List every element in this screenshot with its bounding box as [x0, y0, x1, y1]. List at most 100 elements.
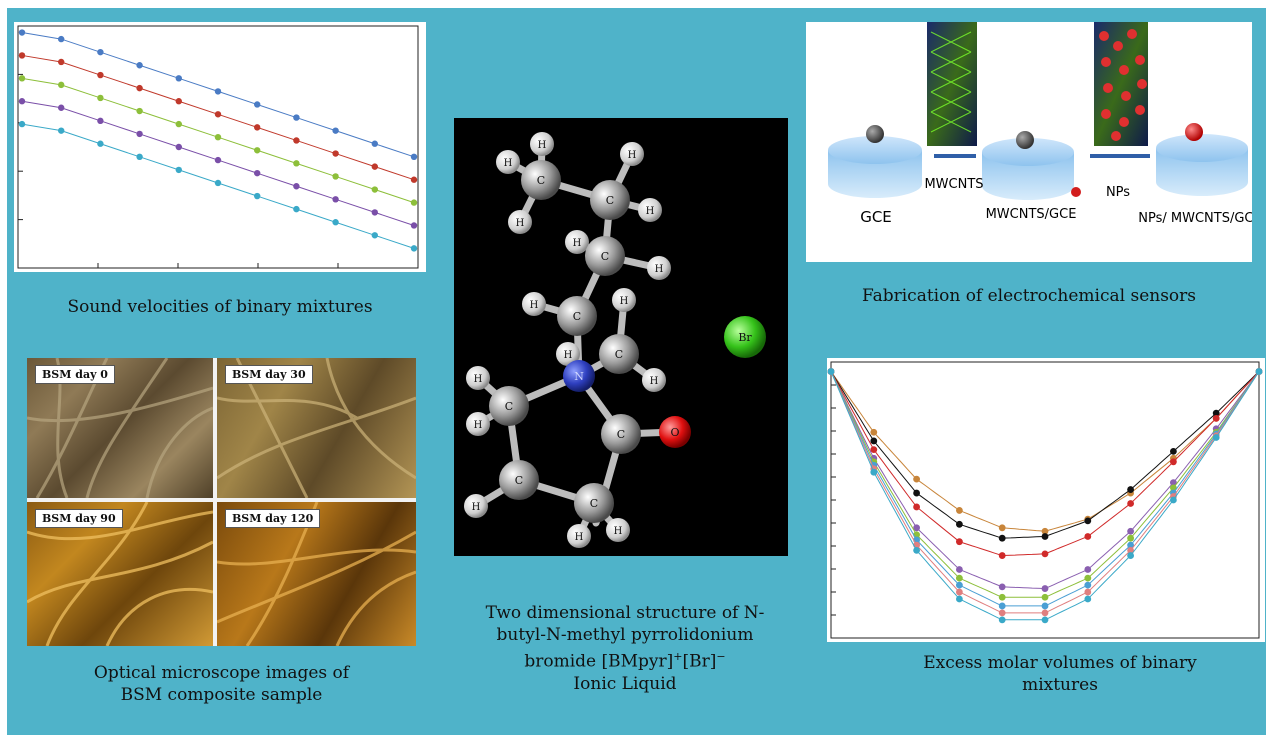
chart2-series-line	[830, 371, 1260, 607]
chart2-point	[998, 616, 1006, 624]
caption-structure-sup2: −	[716, 650, 726, 663]
chart1-point	[254, 169, 261, 177]
atom-hydrogen: H	[530, 132, 554, 156]
chart2-point	[998, 602, 1006, 610]
chart2-point	[998, 534, 1006, 542]
chart1-point	[175, 120, 182, 128]
atom-label: H	[650, 376, 659, 387]
atom-carbon: C	[601, 414, 641, 454]
chart1-point	[410, 153, 418, 161]
sound-velocity-chart-panel	[14, 22, 426, 272]
chart1-point	[18, 29, 26, 36]
atom-hydrogen: H	[642, 368, 666, 392]
chart2-point	[827, 368, 835, 375]
microscope-image-day90: BSM day 90	[27, 502, 213, 646]
chart2-point	[998, 552, 1006, 559]
atom-hydrogen: H	[496, 150, 520, 174]
chart1-point	[175, 75, 182, 82]
chart1-point	[410, 245, 418, 252]
chart2-point	[1212, 409, 1220, 417]
chart1-point	[136, 130, 143, 138]
caption-excess-line2: mixtures	[1022, 675, 1098, 695]
microscope-image-day0: BSM day 0	[27, 358, 213, 498]
mwcnt-gce-electrode	[982, 131, 1074, 200]
chart1-point	[58, 104, 65, 111]
atom-label: H	[564, 350, 573, 361]
chart1-point	[58, 35, 65, 43]
caption-structure-sup1: +	[673, 650, 683, 663]
caption-sound-velocities: Sound velocities of binary mixtures	[14, 296, 426, 318]
atom-label: H	[538, 140, 547, 151]
microscope-grid: BSM day 0 BSM day 30 BSM day 90	[27, 358, 416, 646]
chart1-point	[254, 101, 261, 108]
chart2-point	[1041, 593, 1049, 601]
chart2-point	[913, 524, 920, 532]
atom-label: C	[515, 474, 523, 487]
atom-carbon: C	[599, 334, 639, 374]
chart2-point	[956, 581, 963, 589]
chart2-point	[1084, 574, 1092, 582]
excess-molar-chart	[827, 361, 1263, 639]
chart2-point	[1255, 368, 1263, 375]
chart2-point	[956, 566, 963, 573]
excess-molar-chart-panel	[827, 358, 1265, 642]
chart1-point	[371, 140, 378, 147]
chart1-point	[371, 209, 378, 216]
chart1-point	[254, 124, 261, 131]
atom-hydrogen: H	[556, 342, 580, 366]
chart2-point	[956, 520, 963, 528]
caption-molecule-structure: Two dimensional structure of N- butyl-N-…	[440, 602, 810, 695]
chart1-point	[254, 147, 261, 154]
chart1-point	[175, 98, 182, 105]
chart1-point	[97, 94, 104, 102]
atom-hydrogen: H	[464, 494, 488, 518]
atom-label: C	[505, 400, 513, 413]
chart1-point	[410, 176, 418, 183]
atom-label: H	[472, 502, 481, 513]
chart2-point	[1041, 533, 1049, 540]
chart2-point	[913, 475, 920, 483]
atom-label: H	[614, 526, 623, 537]
atom-carbon: C	[499, 460, 539, 500]
atom-label: C	[537, 174, 545, 187]
chart1-point	[214, 156, 222, 164]
label-nps: NPs	[1106, 185, 1130, 200]
nps-mwcnt-gce-electrode	[1156, 123, 1248, 196]
chart1-point	[97, 140, 104, 147]
chart2-point	[1127, 527, 1134, 535]
chart2-point	[1127, 534, 1134, 542]
chart2-point	[913, 546, 920, 554]
chart1-point	[293, 160, 300, 167]
chart2-point	[1212, 434, 1220, 441]
chart1-point	[332, 219, 339, 226]
chart2-point	[1084, 566, 1092, 573]
chart1-point	[18, 98, 26, 105]
gce-electrode	[828, 125, 922, 198]
chart2-point	[956, 574, 963, 582]
chart1-point	[293, 205, 300, 213]
chart2-point	[1041, 609, 1049, 617]
chart2-point	[1170, 484, 1177, 492]
atom-label: H	[516, 218, 525, 229]
atom-label: H	[530, 300, 539, 311]
caption-fabrication: Fabrication of electrochemical sensors	[806, 285, 1252, 307]
label-mwcnts-gce: MWCNTS/GCE	[986, 207, 1077, 222]
caption-optical-line1: Optical microscope images of	[93, 663, 350, 683]
caption-structure-line1: Two dimensional structure of N-	[485, 603, 765, 623]
chart1-point	[18, 52, 26, 59]
chart1-point	[136, 62, 143, 69]
chart2-point	[998, 524, 1006, 532]
caption-fabrication-text: Fabrication of electrochemical sensors	[861, 286, 1197, 306]
atom-hydrogen: H	[508, 210, 532, 234]
atom-hydrogen: H	[522, 292, 546, 316]
atom-hydrogen: H	[638, 198, 662, 222]
atom-label: C	[590, 497, 598, 510]
atom-label: H	[655, 264, 664, 275]
atom-hydrogen: H	[565, 230, 589, 254]
gce-surface-dot	[866, 125, 884, 143]
chart2-point	[1170, 496, 1177, 504]
atom-carbon: C	[489, 386, 529, 426]
microscope-image-day30: BSM day 30	[217, 358, 416, 498]
chart1-point	[332, 196, 339, 203]
